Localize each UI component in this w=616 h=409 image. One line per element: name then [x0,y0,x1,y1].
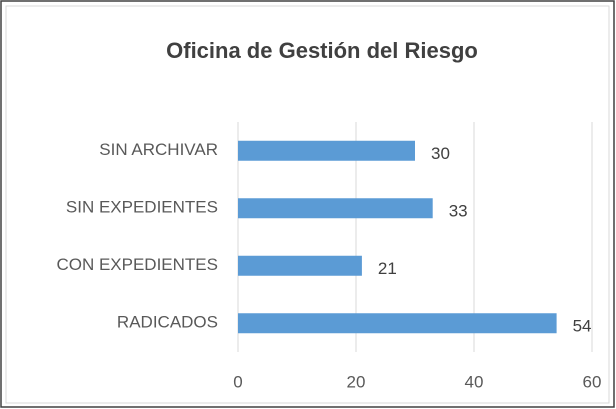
chart-title: Oficina de Gestión del Riesgo [166,38,478,63]
x-tick-label: 20 [347,372,366,391]
x-tick-label: 60 [583,372,602,391]
y-tick-label: SIN ARCHIVAR [99,140,218,159]
y-tick-label: SIN EXPEDIENTES [66,198,218,217]
data-label: 21 [378,259,397,278]
bar [238,140,415,161]
x-tick-label: 0 [233,372,242,391]
bar [238,313,557,334]
x-tick-label: 40 [465,372,484,391]
data-label: 30 [431,144,450,163]
y-tick-label: CON EXPEDIENTES [56,255,218,274]
data-label: 33 [449,202,468,221]
y-tick-label: RADICADOS [117,313,218,332]
chart-area-border [5,5,610,404]
bar [238,255,362,276]
data-label: 54 [573,317,592,336]
bar [238,198,433,219]
